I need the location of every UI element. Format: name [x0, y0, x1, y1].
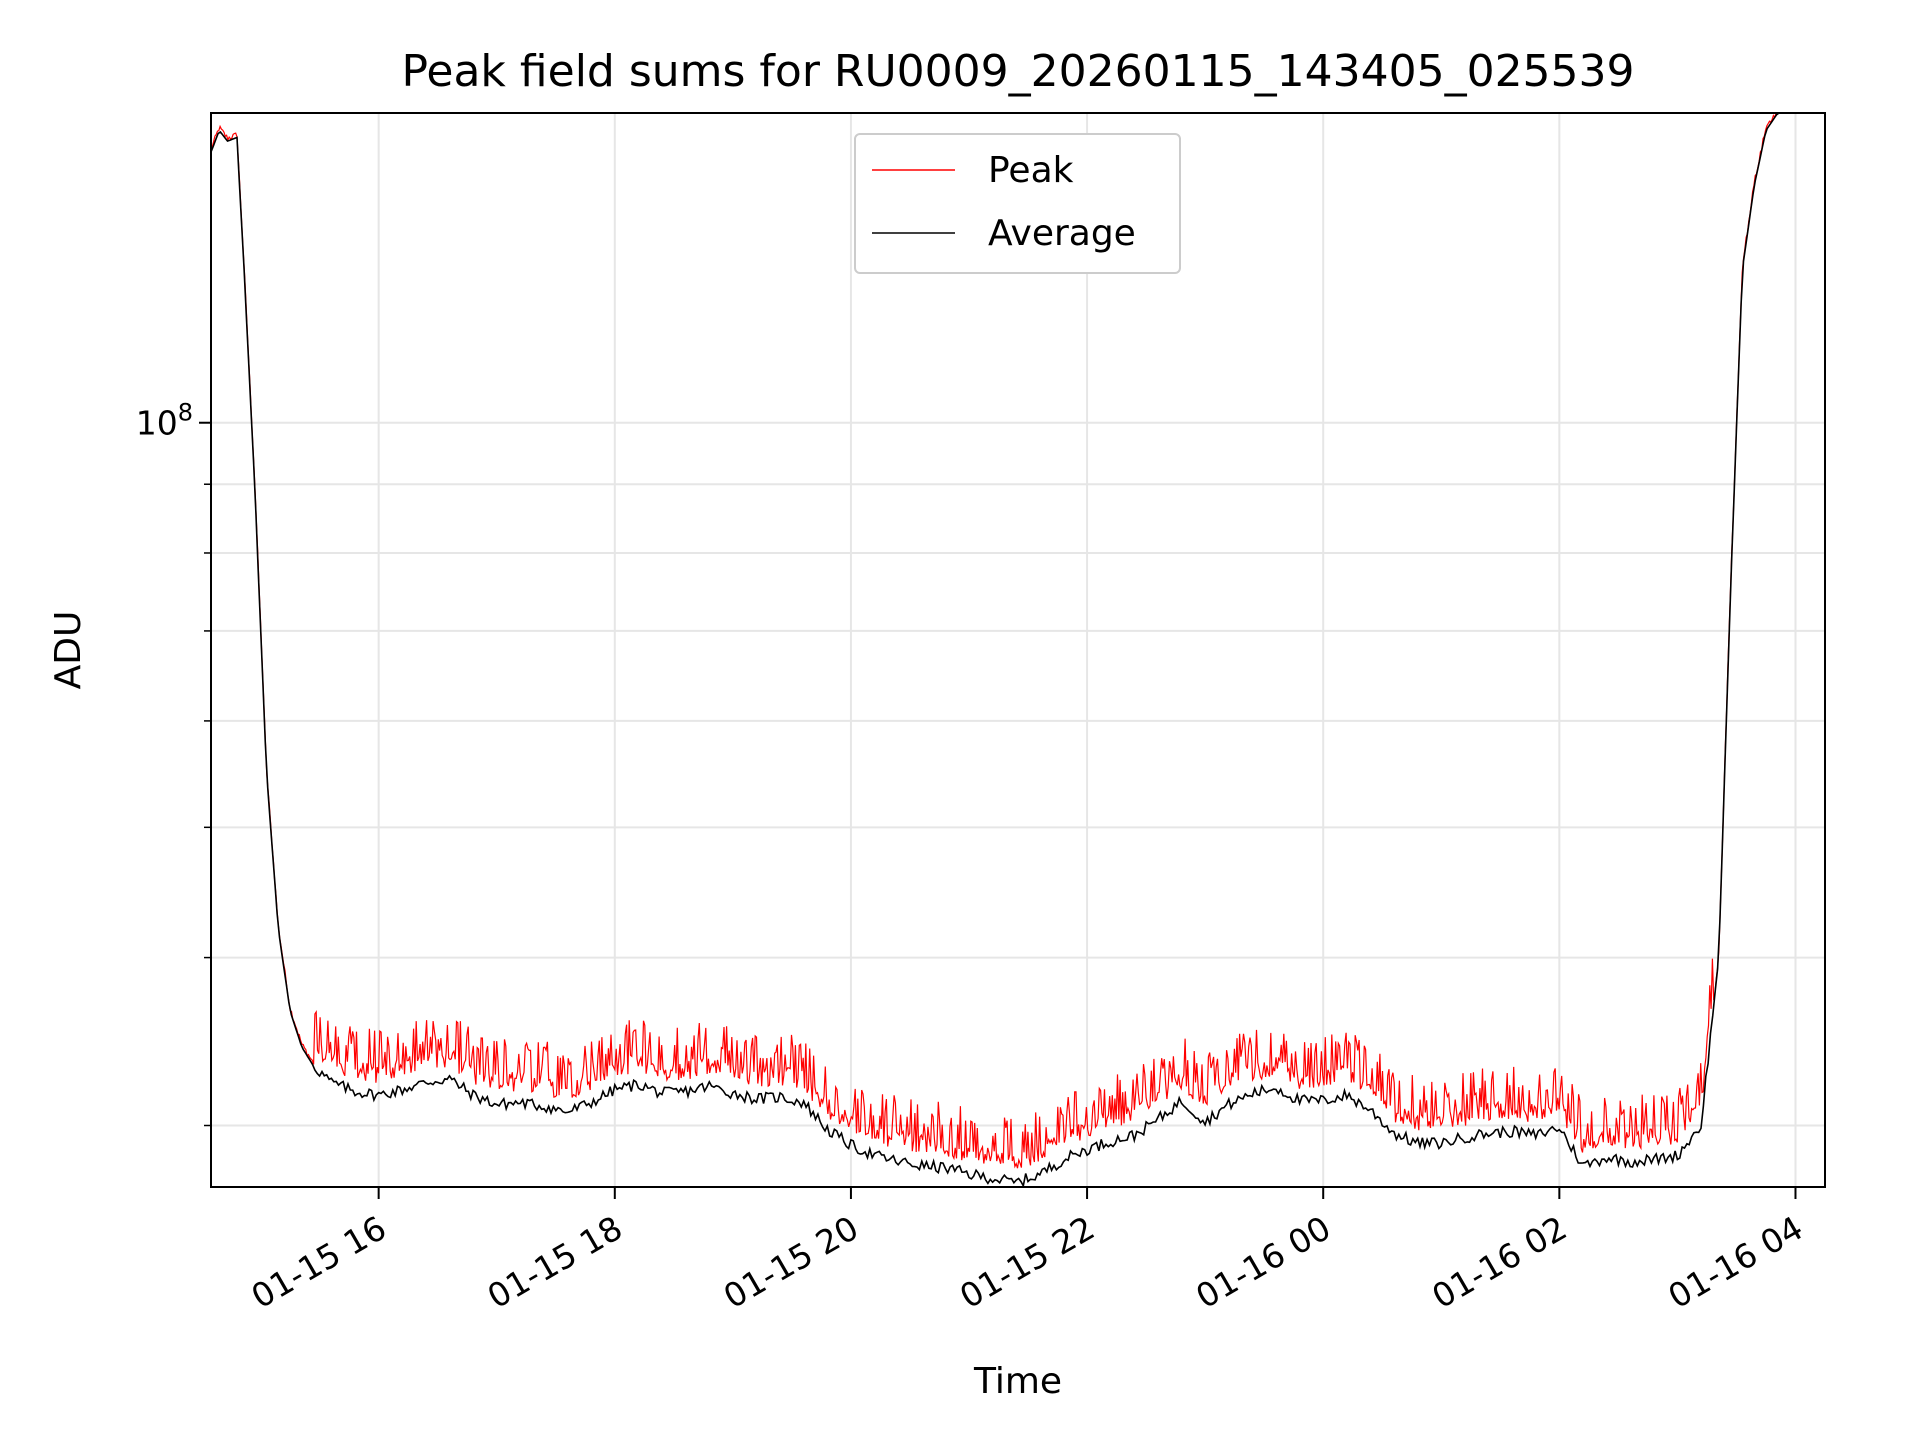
- grid-lines: [211, 113, 1825, 1187]
- series-average-line: [210, 112, 1824, 1189]
- legend-box: [854, 133, 1181, 274]
- chart-title: Peak field sums for RU0009_20260115_1434…: [401, 46, 1634, 97]
- legend-label-peak: Peak: [988, 150, 1074, 191]
- x-tick-label: 01-16 04: [1661, 1208, 1809, 1316]
- x-axis: 01-15 16 01-15 18 01-15 20 01-15 22 01-16 00…: [245, 1187, 1809, 1316]
- y-axis-label: ADU: [48, 611, 89, 690]
- legend-label-average: Average: [988, 213, 1136, 254]
- x-axis-label: Time: [973, 1361, 1062, 1402]
- plot-frame: [210, 112, 1826, 1188]
- x-tick-label: 01-15 16: [245, 1208, 393, 1316]
- x-tick-label: 01-16 02: [1425, 1208, 1573, 1316]
- x-tick-label: 01-15 22: [953, 1208, 1101, 1316]
- y-axis: 108: [136, 399, 211, 1127]
- x-tick-label: 01-16 00: [1189, 1208, 1337, 1316]
- x-tick-label: 01-15 18: [481, 1208, 629, 1316]
- legend: Peak Average: [854, 133, 1181, 274]
- series-peak-line: [210, 112, 1825, 1169]
- x-tick-label: 01-15 20: [717, 1208, 865, 1316]
- y-tick-label: 108: [136, 399, 193, 443]
- plot-series: [210, 112, 1825, 1189]
